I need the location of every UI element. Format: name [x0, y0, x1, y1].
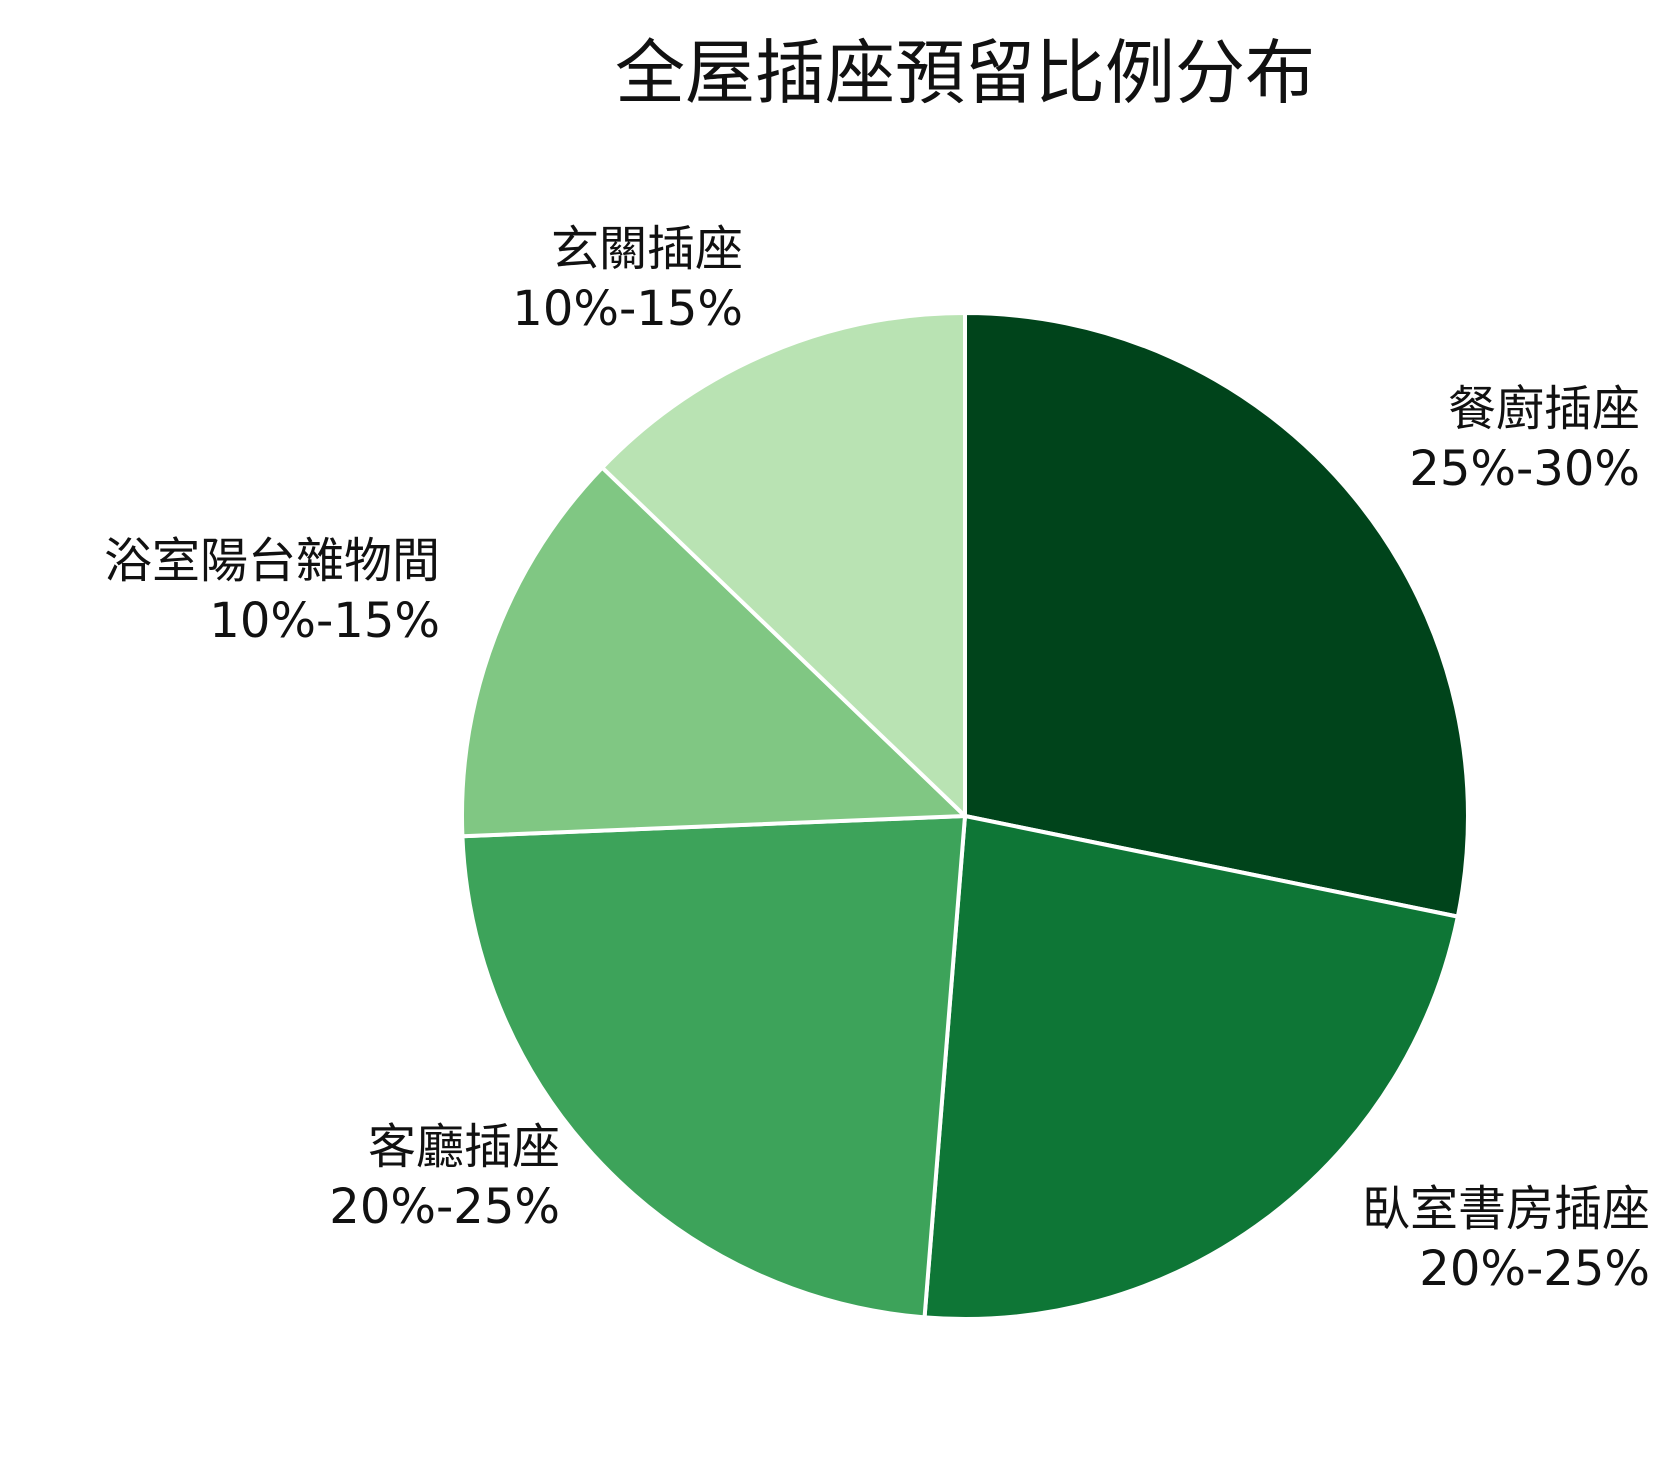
slice-label-name-2: 臥室書房插座: [1362, 1181, 1650, 1237]
pie-slice-5: [600, 311, 967, 818]
slice-label-range-3: 20%-25%: [329, 1179, 560, 1235]
chart-title: 全屋插座預留比例分布: [615, 32, 1315, 114]
slice-label-range-1: 25%-30%: [1409, 441, 1640, 497]
slice-label-name-5: 玄關插座: [551, 221, 743, 277]
slice-label-range-5: 10%-15%: [512, 281, 743, 337]
slice-label-name-4: 浴室陽台雜物間: [104, 533, 440, 589]
pie-slice-2: [922, 814, 1460, 1321]
slice-label-range-2: 20%-25%: [1419, 1241, 1650, 1297]
slice-labels: 餐廚插座25%-30%臥室書房插座20%-25%客廳插座20%-25%浴室陽台雜…: [104, 221, 1650, 1297]
pie-slice-3: [460, 814, 967, 1320]
slice-label-name-3: 客廳插座: [368, 1119, 560, 1175]
pie-slice-4: [460, 465, 967, 839]
slice-label-name-1: 餐廚插座: [1448, 381, 1640, 437]
pie-slices: [460, 311, 1470, 1321]
pie-slice-1: [963, 311, 1470, 919]
slice-label-range-4: 10%-15%: [209, 593, 440, 649]
